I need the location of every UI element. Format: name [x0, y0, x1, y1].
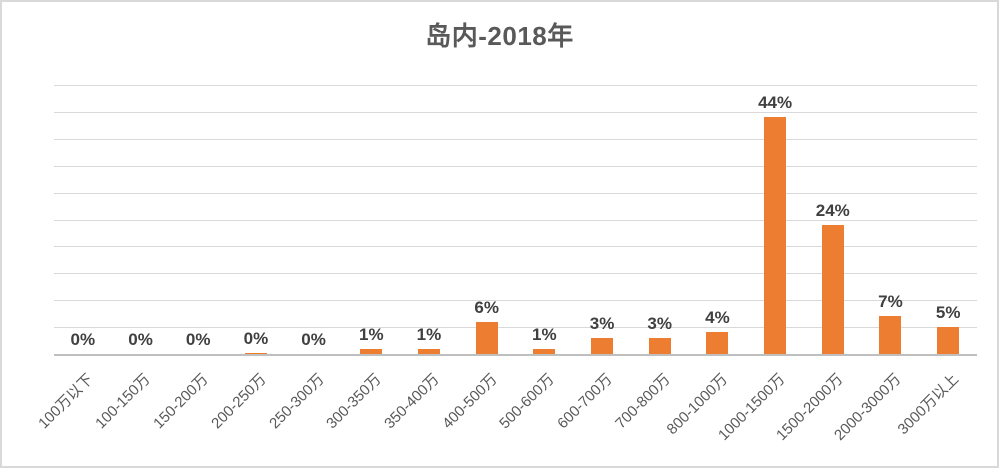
x-axis-category-label: 100-150万 — [92, 370, 155, 433]
x-axis-category-label: 100万以下 — [34, 370, 97, 433]
bar-value-label: 5% — [935, 303, 961, 323]
bar-value-label: 0% — [301, 330, 326, 349]
bar — [533, 348, 556, 354]
gridline — [54, 138, 977, 140]
x-axis-category-label: 400-500万 — [438, 370, 501, 433]
bar — [591, 337, 614, 354]
bar — [360, 348, 383, 354]
x-axis-category-label: 250-300万 — [265, 370, 328, 433]
bar-value-label: 7% — [878, 292, 903, 312]
bar — [475, 321, 498, 354]
x-axis-line — [54, 354, 977, 356]
bar — [648, 337, 671, 354]
bar-value-label: 0% — [70, 330, 96, 349]
bar — [244, 352, 267, 354]
bar-value-label: 0% — [185, 330, 211, 349]
bar — [937, 327, 960, 354]
bar-value-label: 3% — [589, 313, 615, 333]
x-axis-category-label: 500-600万 — [496, 370, 559, 433]
x-axis-category-label: 350-400万 — [381, 370, 443, 433]
chart-title: 岛内-2018年 — [425, 21, 574, 51]
gridline — [54, 273, 977, 275]
gridline — [54, 165, 977, 167]
bar-value-label: 4% — [705, 308, 730, 328]
bar-value-label: 1% — [532, 324, 557, 344]
bar-value-label: 3% — [647, 313, 673, 333]
gridline — [54, 246, 977, 248]
gridline — [54, 192, 977, 194]
bar — [879, 316, 902, 354]
gridline — [54, 300, 977, 302]
bar — [821, 224, 844, 354]
bar-value-label: 44% — [758, 93, 793, 113]
bar — [764, 117, 787, 354]
bar-value-label: 1% — [416, 324, 442, 344]
x-axis-category-label: 150-200万 — [150, 370, 212, 433]
x-axis-category-label: 3000万以上 — [894, 370, 962, 439]
gridline — [54, 219, 977, 221]
bar-value-label: 0% — [243, 328, 269, 348]
bar — [417, 348, 440, 354]
bar-value-label: 6% — [474, 297, 499, 317]
x-axis-category-label: 600-700万 — [554, 370, 616, 433]
x-axis-category-label: 300-350万 — [323, 370, 385, 433]
gridline — [54, 111, 977, 113]
bar — [706, 332, 729, 354]
bar-value-label: 1% — [358, 324, 384, 344]
x-axis-category-label: 200-250万 — [208, 370, 270, 433]
gridline — [54, 85, 977, 86]
gridline — [54, 327, 977, 329]
bar-value-label: 0% — [128, 330, 153, 349]
bar-value-label: 24% — [815, 200, 850, 220]
